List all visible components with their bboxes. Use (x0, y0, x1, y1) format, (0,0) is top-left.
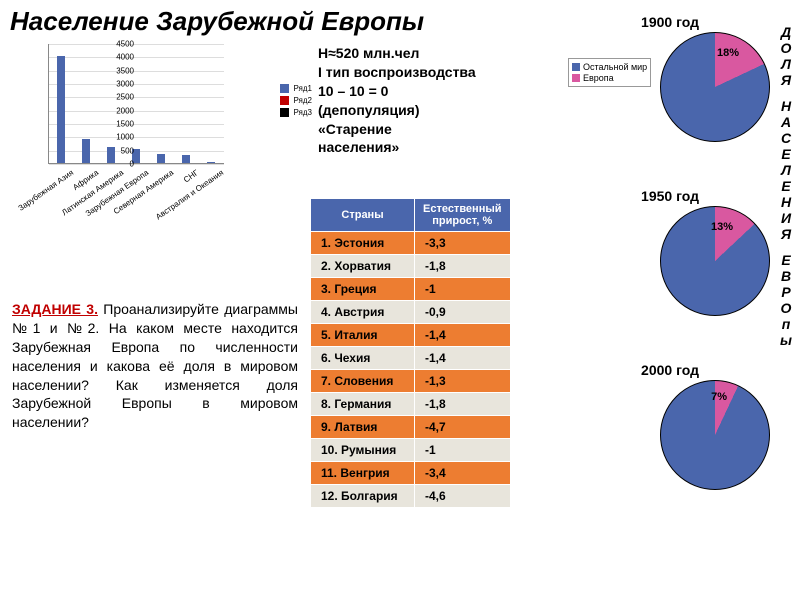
bar (157, 154, 165, 163)
bar-chart-ytick: 500 (104, 146, 134, 155)
table-col-country: Страны (311, 199, 415, 232)
cell-country: 12. Болгария (311, 485, 415, 508)
page-title: Население Зарубежной Европы (10, 6, 424, 37)
cell-value: -0,9 (415, 301, 511, 324)
table-row: 3. Греция-1 (311, 278, 511, 301)
pie-slice-label: 13% (711, 221, 733, 233)
table-row: 7. Словения-1,3 (311, 370, 511, 393)
cell-country: 6. Чехия (311, 347, 415, 370)
pie-chart: 13% (660, 206, 770, 316)
bar-chart: Ряд1Ряд2Ряд3 050010001500200025003000350… (14, 44, 314, 224)
pie-1950: 1950 год 13% (570, 188, 770, 321)
pie-legend-item: Европа (572, 73, 647, 83)
table-row: 9. Латвия-4,7 (311, 416, 511, 439)
cell-country: 1. Эстония (311, 232, 415, 255)
bar-chart-ytick: 3500 (104, 66, 134, 75)
bar (207, 162, 215, 163)
cell-value: -1 (415, 439, 511, 462)
bar (182, 155, 190, 163)
table-row: 10. Румыния-1 (311, 439, 511, 462)
bar (82, 139, 90, 163)
cell-value: -1,3 (415, 370, 511, 393)
pie-legend: Остальной мирЕвропа (568, 58, 651, 87)
bar-chart-ytick: 1500 (104, 120, 134, 129)
info-text: Н≈520 млн.челI тип воспроизводства10 – 1… (318, 44, 538, 157)
table-row: 5. Италия-1,4 (311, 324, 511, 347)
cell-value: -3,3 (415, 232, 511, 255)
table-col-growth: Естественный прирост, % (415, 199, 511, 232)
pie-legend-item: Остальной мир (572, 62, 647, 72)
cell-country: 7. Словения (311, 370, 415, 393)
cell-country: 5. Италия (311, 324, 415, 347)
growth-table: Страны Естественный прирост, % 1. Эстони… (310, 198, 511, 508)
pie-slice-label: 7% (711, 391, 727, 403)
side-label: ДОЛЯНАСЕЛЕНИЯЕВРОпы (778, 24, 794, 348)
bar-chart-ytick: 2000 (104, 106, 134, 115)
cell-value: -1,8 (415, 393, 511, 416)
legend-item: Ряд1 (280, 84, 312, 93)
bar-chart-ytick: 4500 (104, 40, 134, 49)
bar-chart-ytick: 2500 (104, 93, 134, 102)
cell-value: -1,4 (415, 324, 511, 347)
cell-country: 11. Венгрия (311, 462, 415, 485)
legend-item: Ряд2 (280, 96, 312, 105)
bar-chart-plot (48, 44, 224, 164)
cell-value: -3,4 (415, 462, 511, 485)
cell-country: 8. Германия (311, 393, 415, 416)
bar-chart-ytick: 1000 (104, 133, 134, 142)
task-body: Проанализируйте диаграммы №1 и №2. На ка… (12, 301, 298, 430)
table-row: 6. Чехия-1,4 (311, 347, 511, 370)
cell-country: 2. Хорватия (311, 255, 415, 278)
pie-title: 1950 год (570, 188, 770, 204)
pie-slice-label: 18% (717, 47, 739, 59)
task-block: ЗАДАНИЕ 3. Проанализируйте диаграммы №1 … (12, 300, 298, 432)
pie-title: 1900 год (570, 14, 770, 30)
cell-country: 9. Латвия (311, 416, 415, 439)
table-row: 11. Венгрия-3,4 (311, 462, 511, 485)
legend-item: Ряд3 (280, 108, 312, 117)
table-row: 12. Болгария-4,6 (311, 485, 511, 508)
table-row: 8. Германия-1,8 (311, 393, 511, 416)
cell-value: -1,4 (415, 347, 511, 370)
cell-value: -1 (415, 278, 511, 301)
pie-chart: 18% (660, 32, 770, 142)
table-row: 4. Австрия-0,9 (311, 301, 511, 324)
cell-value: -4,6 (415, 485, 511, 508)
cell-value: -1,8 (415, 255, 511, 278)
table-row: 1. Эстония-3,3 (311, 232, 511, 255)
table-row: 2. Хорватия-1,8 (311, 255, 511, 278)
pie-chart: 7% (660, 380, 770, 490)
cell-country: 4. Австрия (311, 301, 415, 324)
pie-title: 2000 год (570, 362, 770, 378)
bar-chart-ytick: 4000 (104, 53, 134, 62)
cell-country: 10. Румыния (311, 439, 415, 462)
cell-value: -4,7 (415, 416, 511, 439)
pie-2000: 2000 год 7% (570, 362, 770, 495)
cell-country: 3. Греция (311, 278, 415, 301)
bar-chart-legend: Ряд1 Ряд2 Ряд3 (280, 84, 312, 120)
pie-1900: 1900 год Остальной мирЕвропа 18% (570, 14, 770, 147)
bar (57, 56, 65, 163)
task-heading: ЗАДАНИЕ 3. (12, 301, 98, 317)
bar-chart-ytick: 3000 (104, 80, 134, 89)
